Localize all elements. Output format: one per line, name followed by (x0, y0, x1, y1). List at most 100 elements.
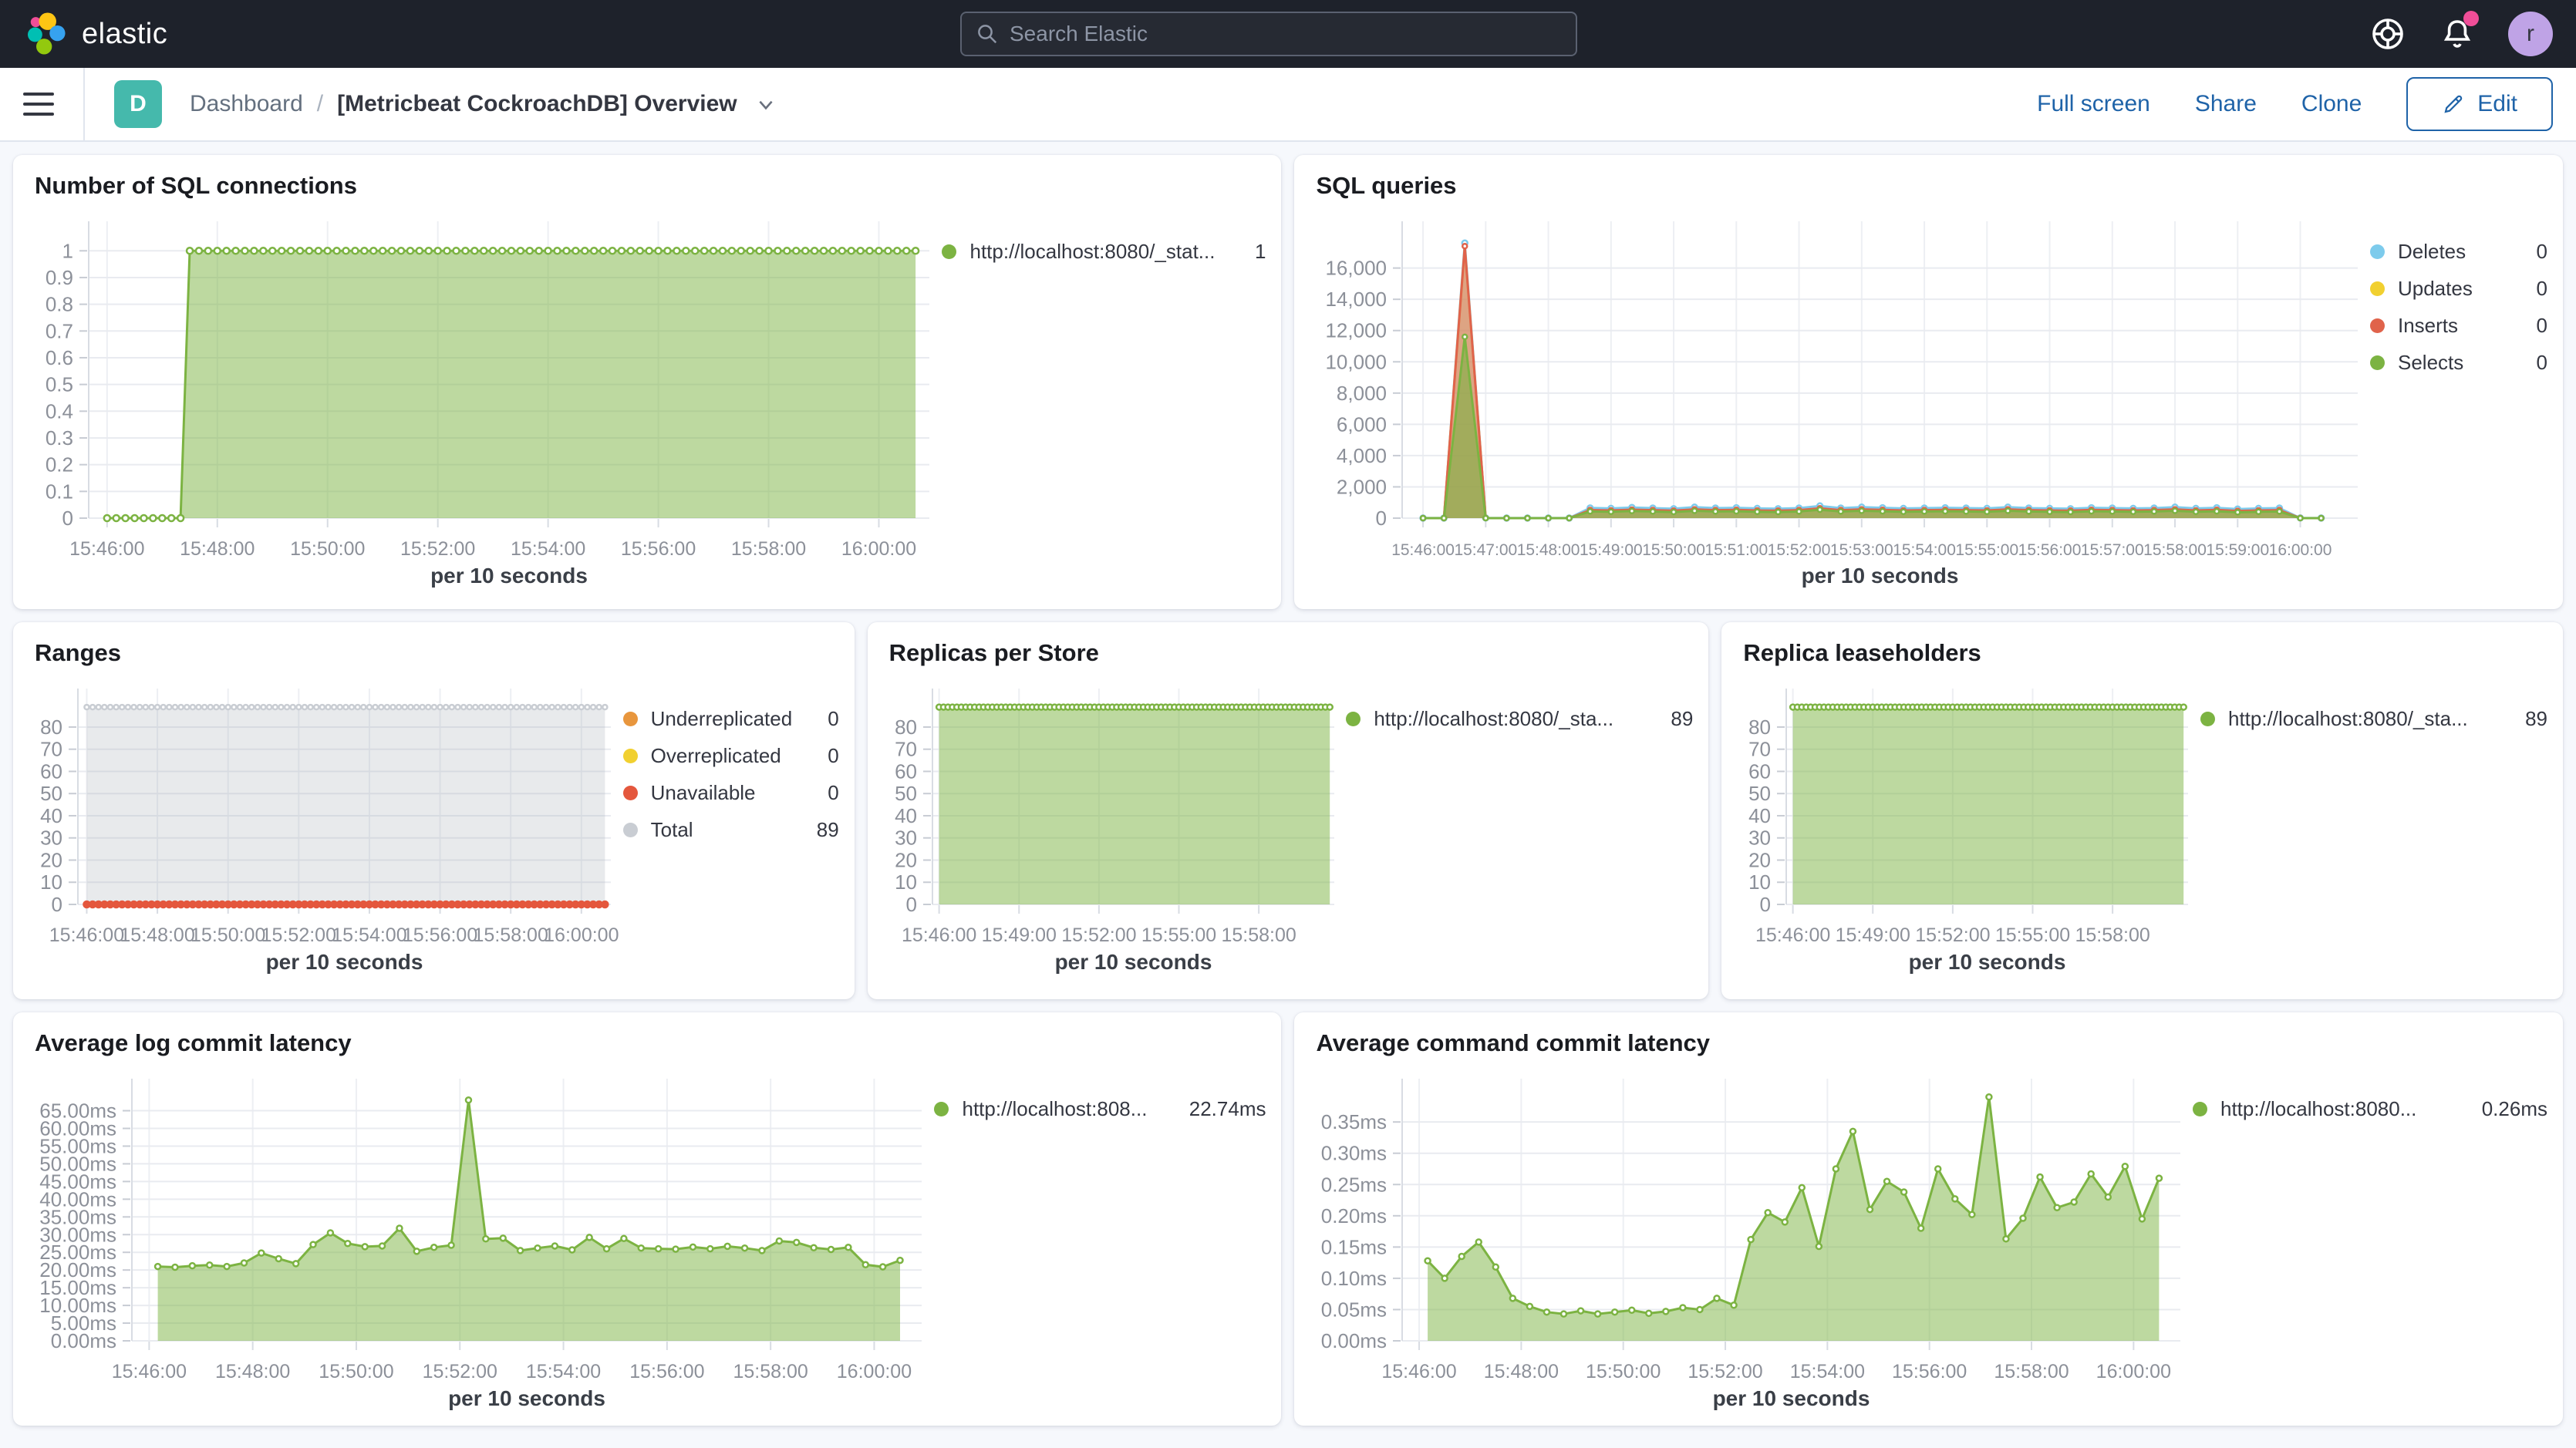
svg-text:0.30ms: 0.30ms (1321, 1142, 1387, 1165)
panel-sql-queries: SQL queries 15:46:00 15:47:00 15:48:00 15:4… (1294, 155, 2563, 609)
svg-text:15:54:00: 15:54:00 (526, 1361, 601, 1382)
share-button[interactable]: Share (2194, 91, 2257, 116)
svg-text:15:50:00: 15:50:00 (191, 924, 265, 946)
chevron-down-icon[interactable] (756, 94, 776, 114)
legend-dot (622, 823, 638, 837)
panel-title: Average command commit latency (1316, 1029, 1711, 1056)
svg-text:15:56:00: 15:56:00 (403, 924, 477, 946)
help-icon[interactable] (2369, 15, 2406, 52)
svg-text:15:48:00: 15:48:00 (1517, 541, 1580, 559)
svg-text:15:52:00: 15:52:00 (1768, 541, 1831, 559)
legend-value: 0 (828, 744, 839, 767)
svg-text:15:46:00: 15:46:00 (1382, 1361, 1457, 1382)
legend-item[interactable]: Unavailable 0 (622, 781, 839, 805)
chart-canvas-sql-connections[interactable]: 15:46:00 15:48:00 15:50:00 15:52:00 15:54:00… (29, 206, 942, 595)
svg-text:15:56:00: 15:56:00 (2018, 541, 2082, 559)
legend-dot (622, 749, 638, 763)
legend-item[interactable]: http://localhost:8080/_sta... 89 (1346, 707, 1693, 731)
legend-item[interactable]: Inserts 0 (2369, 314, 2547, 338)
svg-text:0: 0 (905, 893, 916, 916)
legend-label: http://localhost:8080/_stat... (969, 240, 1216, 263)
svg-text:15:52:00: 15:52:00 (1061, 924, 1136, 946)
svg-text:15:49:00: 15:49:00 (1580, 541, 1643, 559)
svg-text:15:46:00: 15:46:00 (1755, 924, 1830, 946)
svg-text:10,000: 10,000 (1326, 350, 1387, 373)
chart-canvas-replica-leaseholders[interactable]: 15:46:00 15:49:00 15:52:00 15:55:00 15:58:00… (1737, 673, 2200, 982)
legend-item[interactable]: Selects 0 (2369, 351, 2547, 375)
svg-text:40.00ms: 40.00ms (39, 1187, 116, 1211)
panel-title: SQL queries (1316, 172, 1457, 199)
legend-dot (2369, 281, 2385, 296)
chart-legend: Underreplicated 0 Overreplicated 0 Unavailab… (622, 673, 839, 992)
legend-item[interactable]: Total 89 (622, 818, 839, 842)
svg-text:15:58:00: 15:58:00 (474, 924, 548, 946)
legend-item[interactable]: Underreplicated 0 (622, 707, 839, 731)
legend-item[interactable]: http://localhost:8080... 0.26ms (2192, 1097, 2547, 1121)
menu-icon[interactable] (23, 93, 54, 116)
chart-canvas-log-commit-latency[interactable]: 15:46:00 15:48:00 15:50:00 15:52:00 15:54:00… (29, 1063, 934, 1418)
svg-text:15:57:00: 15:57:00 (2081, 541, 2144, 559)
dashboard-badge[interactable]: D (114, 80, 162, 128)
elastic-logo-icon (27, 12, 66, 55)
svg-text:15:55:00: 15:55:00 (1995, 924, 2070, 946)
chart-canvas-ranges[interactable]: 15:46:00 15:48:00 15:50:00 15:52:00 15:54:00… (29, 673, 623, 982)
chart-canvas-command-commit-latency[interactable]: 15:46:00 15:48:00 15:50:00 15:52:00 15:54:00… (1310, 1063, 2193, 1418)
svg-text:10: 10 (1748, 870, 1771, 894)
svg-text:30.00ms: 30.00ms (39, 1223, 116, 1246)
legend-item[interactable]: Deletes 0 (2369, 240, 2547, 264)
svg-text:15:46:00: 15:46:00 (1392, 541, 1455, 559)
legend-value: 0 (828, 781, 839, 804)
svg-text:15:58:00: 15:58:00 (731, 538, 806, 560)
legend-label: Selects (2397, 351, 2464, 374)
svg-text:0.3: 0.3 (46, 426, 73, 450)
svg-text:per 10 seconds: per 10 seconds (1054, 950, 1212, 974)
chart-legend: http://localhost:8080/_stat... 1 (942, 206, 1266, 601)
svg-text:0: 0 (62, 507, 73, 530)
svg-text:40: 40 (40, 804, 62, 827)
svg-text:16:00:00: 16:00:00 (837, 1361, 912, 1382)
svg-text:15:50:00: 15:50:00 (290, 538, 365, 560)
panel-title: Average log commit latency (35, 1029, 352, 1056)
legend-item[interactable]: http://localhost:8080/_sta... 89 (2200, 707, 2547, 731)
svg-text:6,000: 6,000 (1337, 413, 1387, 436)
svg-text:30: 30 (895, 827, 917, 850)
svg-text:15:56:00: 15:56:00 (629, 1361, 704, 1382)
elastic-logo[interactable]: elastic (23, 12, 167, 56)
legend-value: 0 (2536, 240, 2547, 263)
legend-item[interactable]: http://localhost:8080/_stat... 1 (942, 240, 1266, 264)
legend-item[interactable]: http://localhost:808... 22.74ms (934, 1097, 1266, 1121)
svg-text:1: 1 (62, 239, 73, 262)
panel-log-commit-latency: Average log commit latency 15:46:00 15:48… (13, 1012, 1282, 1426)
chart-legend: http://localhost:8080/_sta... 89 (2200, 673, 2547, 992)
svg-text:15:56:00: 15:56:00 (1893, 1361, 1967, 1382)
notifications-icon[interactable] (2439, 11, 2479, 52)
legend-dot (2192, 1102, 2207, 1116)
chart-canvas-sql-queries[interactable]: 15:46:00 15:47:00 15:48:00 15:49:00 15:50:00… (1310, 206, 2370, 595)
user-avatar[interactable]: r (2508, 12, 2553, 56)
svg-text:15:46:00: 15:46:00 (112, 1361, 187, 1382)
svg-text:15:58:00: 15:58:00 (733, 1361, 808, 1382)
legend-item[interactable]: Overreplicated 0 (622, 744, 839, 768)
svg-text:2,000: 2,000 (1337, 475, 1387, 498)
svg-text:15.00ms: 15.00ms (39, 1276, 116, 1299)
svg-text:15:50:00: 15:50:00 (1643, 541, 1706, 559)
svg-text:15:54:00: 15:54:00 (511, 538, 585, 560)
edit-button[interactable]: Edit (2406, 77, 2553, 131)
legend-label: Unavailable (650, 781, 756, 804)
search-input[interactable] (1010, 22, 1562, 46)
chart-canvas-replicas-per-store[interactable]: 15:46:00 15:49:00 15:52:00 15:55:00 15:58:00… (883, 673, 1347, 982)
svg-text:20: 20 (895, 848, 917, 871)
svg-text:per 10 seconds: per 10 seconds (1909, 950, 2066, 974)
svg-text:70: 70 (40, 738, 62, 761)
legend-item[interactable]: Updates 0 (2369, 277, 2547, 301)
breadcrumb-dashboard[interactable]: Dashboard (190, 91, 303, 116)
svg-text:15:50:00: 15:50:00 (1586, 1361, 1661, 1382)
global-search[interactable] (960, 12, 1577, 56)
svg-text:16:00:00: 16:00:00 (2269, 541, 2332, 559)
full-screen-button[interactable]: Full screen (2037, 91, 2150, 116)
svg-text:16:00:00: 16:00:00 (841, 538, 916, 560)
clone-button[interactable]: Clone (2301, 91, 2362, 116)
logo-text: elastic (82, 17, 168, 50)
legend-dot (2200, 712, 2215, 726)
legend-value: 0 (2536, 314, 2547, 337)
